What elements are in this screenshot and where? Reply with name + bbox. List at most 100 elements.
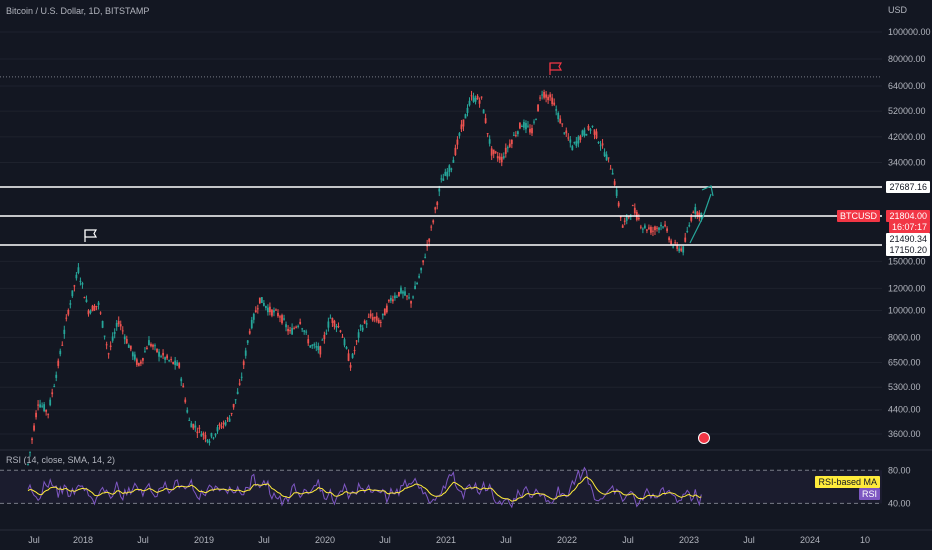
candle-body bbox=[234, 399, 237, 401]
candle-body bbox=[396, 296, 398, 298]
candle-body bbox=[204, 434, 207, 439]
countdown-tag: 16:07:17 bbox=[888, 221, 930, 233]
candle-body bbox=[313, 344, 316, 346]
candle-body bbox=[192, 424, 195, 429]
candle-body bbox=[406, 295, 408, 297]
rsi-panel: 80.00 40.00 bbox=[0, 449, 932, 531]
candle-body bbox=[363, 320, 366, 324]
candle-body bbox=[377, 319, 380, 323]
y-tick-label: 10000.00 bbox=[888, 305, 926, 315]
flag-icon-left bbox=[84, 229, 98, 242]
candle-body bbox=[613, 181, 616, 185]
candle-body bbox=[37, 404, 39, 406]
candle-body bbox=[444, 171, 447, 176]
candle-body bbox=[291, 328, 293, 335]
candle-body bbox=[672, 246, 675, 248]
candle-body bbox=[404, 291, 406, 296]
candle-body bbox=[323, 334, 326, 340]
candle-body bbox=[63, 329, 66, 334]
candle-body bbox=[448, 165, 451, 172]
candle-body bbox=[500, 157, 503, 163]
candle-body bbox=[107, 353, 110, 355]
candle-body bbox=[85, 299, 88, 303]
candle-body bbox=[615, 189, 618, 196]
candle-body bbox=[514, 135, 517, 137]
price-axis: 100000.00 80000.00 64000.00 52000.00 42000.0… bbox=[888, 27, 931, 439]
candle-body bbox=[551, 97, 554, 105]
candle-body bbox=[317, 346, 320, 351]
candle-body bbox=[144, 351, 146, 353]
candle-body bbox=[65, 317, 68, 319]
rsi-title: RSI (14, close, SMA, 14, 2) bbox=[6, 455, 116, 465]
candle-body bbox=[537, 104, 539, 111]
candle-body bbox=[186, 410, 189, 413]
candle-body bbox=[287, 328, 289, 332]
candle-body bbox=[339, 330, 342, 332]
x-tick-label: Jul bbox=[28, 535, 40, 545]
candle-body bbox=[101, 320, 104, 328]
y-tick-label: 4400.00 bbox=[888, 405, 921, 415]
candle-body bbox=[218, 424, 221, 427]
candle-body bbox=[527, 125, 529, 127]
candle-body bbox=[224, 421, 227, 426]
candle-body bbox=[402, 291, 404, 294]
candle-body bbox=[115, 323, 118, 327]
candle-body bbox=[105, 344, 108, 346]
grid bbox=[0, 31, 882, 435]
candle-body bbox=[329, 317, 332, 319]
candle-body bbox=[492, 149, 495, 154]
candle-body bbox=[109, 345, 112, 347]
candle-body bbox=[289, 330, 291, 332]
candle-body bbox=[379, 321, 382, 323]
candle-body bbox=[633, 207, 636, 214]
candle-body bbox=[137, 363, 140, 366]
candle-body bbox=[559, 118, 562, 124]
candle-body bbox=[466, 107, 469, 113]
candle-body bbox=[389, 297, 392, 301]
candle-body bbox=[91, 305, 94, 312]
candle-body bbox=[506, 147, 509, 149]
candle-body bbox=[557, 112, 560, 120]
rsi-ma-line bbox=[27, 476, 702, 502]
rsi-band bbox=[0, 470, 882, 504]
candle-body bbox=[188, 419, 191, 421]
candle-body bbox=[347, 353, 350, 361]
candle-body bbox=[371, 317, 374, 321]
candle-body bbox=[508, 143, 511, 147]
candle-body bbox=[238, 383, 241, 385]
x-tick-label: 2021 bbox=[436, 535, 456, 545]
candle-body bbox=[210, 433, 213, 437]
us-flag-icon[interactable] bbox=[698, 432, 710, 444]
x-tick-label: Jul bbox=[379, 535, 391, 545]
candle-body bbox=[129, 345, 132, 350]
candle-body bbox=[135, 359, 138, 365]
candle-body bbox=[131, 352, 134, 357]
candle-body bbox=[349, 365, 352, 368]
candle-body bbox=[533, 121, 535, 123]
candle-body bbox=[621, 225, 624, 228]
x-tick-label: 10 bbox=[860, 535, 870, 545]
candle-body bbox=[472, 96, 475, 102]
candle-body bbox=[531, 128, 533, 134]
candle-body bbox=[581, 130, 584, 136]
candle-body bbox=[160, 356, 162, 358]
candle-body bbox=[529, 128, 531, 133]
candle-body bbox=[690, 216, 693, 221]
candle-body bbox=[595, 131, 598, 139]
candle-body bbox=[27, 463, 29, 465]
candle-body bbox=[676, 244, 679, 249]
candle-body bbox=[627, 216, 630, 218]
candle-body bbox=[484, 118, 487, 124]
candle-body bbox=[216, 427, 219, 432]
candle-body bbox=[174, 360, 177, 366]
candle-body bbox=[252, 313, 255, 320]
candle-body bbox=[337, 326, 340, 328]
candle-body bbox=[412, 296, 414, 298]
candle-body bbox=[652, 230, 654, 232]
y-tick-label: 12000.00 bbox=[888, 283, 926, 293]
candle-body bbox=[83, 297, 86, 299]
candle-body bbox=[617, 202, 620, 207]
candle-body bbox=[111, 336, 114, 341]
candle-body bbox=[31, 438, 33, 441]
